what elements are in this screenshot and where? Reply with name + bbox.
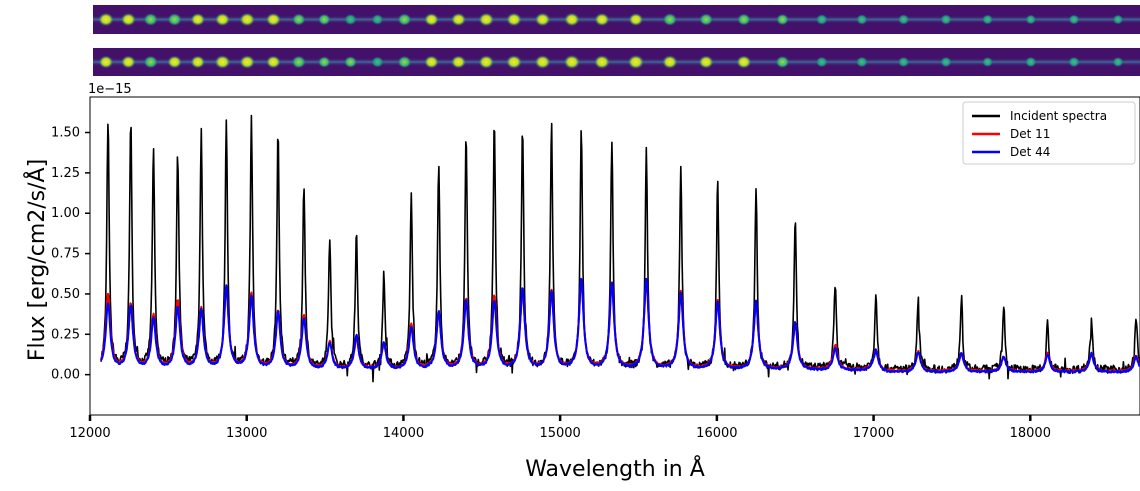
spectral-spot [940, 56, 952, 68]
legend-label-det44: Det 44 [1010, 145, 1050, 159]
detector-strip-top [93, 5, 1140, 34]
spectral-spot [1025, 56, 1037, 68]
spectral-spot [190, 13, 205, 26]
spectral-spot [397, 55, 412, 69]
y-tick-label: 0.50 [51, 287, 80, 302]
y-tick-label: 1.25 [51, 166, 80, 181]
spectral-spot [1025, 14, 1037, 25]
x-tick-label: 17000 [853, 426, 894, 441]
spectral-spot [594, 55, 610, 69]
spectral-spot [451, 55, 466, 69]
spectral-spot [143, 13, 158, 26]
spectral-spot [266, 55, 281, 69]
spectral-spot [266, 13, 281, 26]
spectral-spot [167, 13, 182, 26]
spectral-spot [167, 55, 182, 69]
spectral-spot [478, 55, 494, 69]
spectral-spot [344, 56, 357, 68]
x-tick-label: 13000 [226, 426, 267, 441]
spectral-spot [816, 56, 828, 68]
spectral-spot [318, 56, 331, 68]
spectral-spot [564, 12, 580, 27]
spectral-spot [397, 13, 412, 26]
spectral-spot [898, 56, 910, 68]
spectral-spot [318, 13, 331, 26]
x-tick-label: 14000 [383, 426, 424, 441]
spectral-spot [98, 55, 114, 69]
spectral-spot [1112, 57, 1124, 67]
spectral-spot [737, 13, 751, 26]
legend-box [962, 101, 1136, 165]
spectral-spot [451, 13, 466, 26]
spectral-spot [775, 55, 790, 69]
spectral-spot [662, 55, 678, 69]
spectral-spot [344, 14, 357, 25]
spectral-spot [816, 14, 828, 25]
y-tick-label: 1.50 [51, 126, 80, 141]
x-axis-label: Wavelength in Å [525, 455, 705, 482]
legend-label-det11: Det 11 [1010, 127, 1050, 141]
spectral-spot [190, 55, 205, 69]
spectral-spot [478, 12, 494, 27]
spectral-spot [143, 55, 158, 69]
spectral-spot [424, 55, 439, 69]
legend: Incident spectra Det 11 Det 44 [962, 101, 1136, 165]
spectral-spot [940, 14, 952, 25]
y-tick-label: 1.00 [51, 206, 80, 221]
spectral-spot [534, 55, 551, 69]
y-tick-label: 0.25 [51, 327, 80, 342]
spectral-spot [698, 55, 714, 69]
x-tick-label: 12000 [69, 426, 110, 441]
spectral-spot [776, 13, 789, 26]
spectral-spot [856, 14, 868, 25]
spectral-spot [1068, 56, 1080, 68]
spectral-spot [898, 14, 910, 25]
spectral-spot [371, 56, 384, 68]
spectral-spot [506, 55, 522, 69]
spectral-spot [1112, 14, 1124, 25]
spectral-spot [563, 55, 580, 69]
x-tick-label: 15000 [539, 426, 580, 441]
spectral-spot [662, 13, 677, 26]
spectral-spot [736, 55, 752, 69]
spectral-spot [594, 13, 610, 26]
spectral-spot [628, 13, 644, 26]
spectral-spot [856, 56, 868, 68]
y-tick-label: 0.00 [51, 368, 80, 383]
series-line-det-44 [100, 277, 1140, 374]
y-axis-label: Flux [erg/cm2/s/Å] [23, 159, 50, 361]
spectral-spot [699, 13, 713, 26]
spectral-trace [93, 15, 1140, 24]
spectral-trace [93, 58, 1140, 66]
spectral-spot [291, 55, 306, 69]
spectral-spot [506, 12, 522, 27]
y-multiplier: 1e−15 [88, 82, 132, 97]
spectral-spot [982, 14, 993, 25]
spectral-spot [98, 12, 114, 27]
spectral-spot [121, 55, 136, 69]
spectral-spot [239, 55, 255, 69]
spectral-spot [292, 13, 306, 26]
spectral-spot [424, 13, 439, 26]
spectral-spot [627, 55, 644, 69]
spectral-spot [214, 55, 231, 69]
spectral-spot [1068, 14, 1080, 25]
spectral-spot [239, 12, 255, 27]
legend-label-incident: Incident spectra [1010, 109, 1107, 123]
spectral-spot [371, 14, 384, 25]
spectral-spot [982, 57, 993, 67]
x-tick-label: 18000 [1010, 426, 1051, 441]
spectral-spot [120, 13, 136, 26]
spectral-spot [535, 12, 551, 27]
spectral-spot [215, 13, 230, 26]
y-tick-label: 0.75 [51, 247, 80, 262]
detector-strip-bottom [93, 48, 1140, 76]
x-tick-label: 16000 [696, 426, 737, 441]
